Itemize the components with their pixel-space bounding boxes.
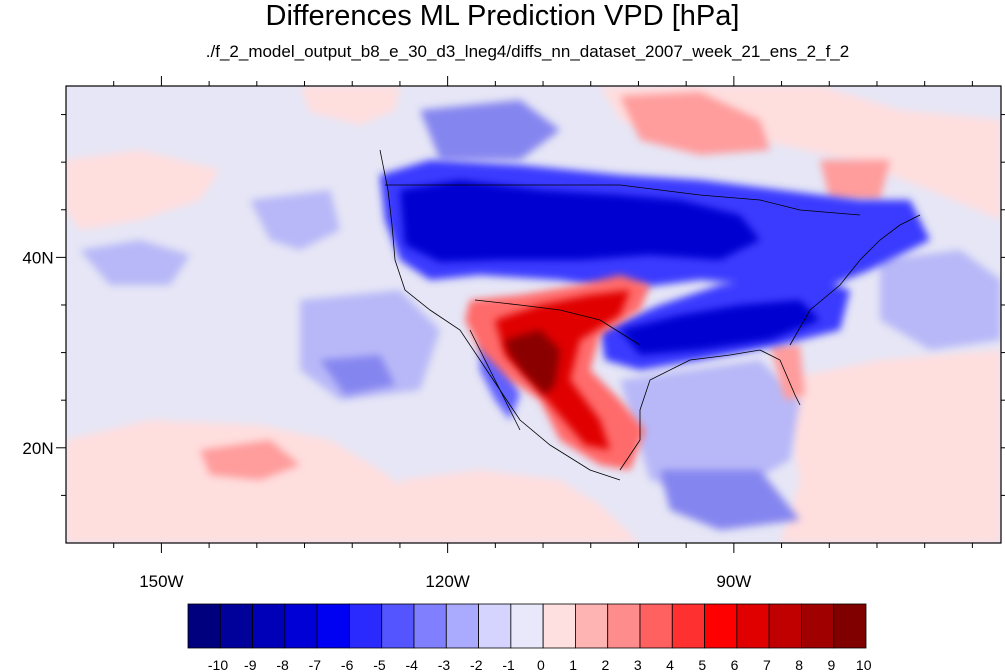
- field-layer: [66, 86, 1001, 543]
- plot-frame: [65, 85, 1002, 544]
- us-canada-border: [385, 184, 861, 216]
- colorbar-label: 7: [763, 657, 771, 672]
- pink-region-northwest: [300, 86, 400, 125]
- colorbar-label: 9: [828, 657, 836, 672]
- colorbar-label: -7: [309, 657, 322, 672]
- chart-subtitle: ./f_2_model_output_b8_e_30_d3_lneg4/diff…: [205, 42, 850, 61]
- colorbar-label: -6: [341, 657, 354, 672]
- colorbar-label: 1: [569, 657, 577, 672]
- blue-core-north: [400, 180, 760, 262]
- colorbar-label: -1: [502, 657, 515, 672]
- colorbar-swatch: [219, 603, 253, 649]
- atlantic-coastline: [789, 214, 921, 346]
- colorbar-label: -4: [405, 657, 418, 672]
- lon-tick-label: 90W: [716, 572, 751, 591]
- blue-region-caribbean: [660, 470, 800, 530]
- colorbar-label: 2: [602, 657, 610, 672]
- colorbar-swatch: [478, 603, 512, 649]
- colorbar-label: 5: [698, 657, 706, 672]
- pink-region-southwest-strong: [200, 440, 300, 480]
- colorbar-swatch: [445, 603, 479, 649]
- baja-coastline: [469, 329, 521, 431]
- blue-region-pacific-2: [80, 240, 190, 285]
- pink-region-southeast: [780, 350, 1001, 543]
- blue-region-pacific-1: [250, 190, 340, 250]
- pink-region-west: [66, 150, 220, 230]
- colorbar-label: 4: [666, 657, 674, 672]
- colorbar-label: 10: [856, 657, 872, 672]
- colorbar-label: 3: [634, 657, 642, 672]
- pink-region-northeast-strong: [620, 92, 770, 155]
- colorbar-swatch: [510, 603, 544, 649]
- red-max-southwest: [505, 330, 560, 395]
- colorbar-swatch: [381, 603, 415, 649]
- blue-region-atlantic: [880, 250, 1001, 350]
- axis-ticks: 150W 120W 90W 40N 20N: [22, 76, 1005, 591]
- colorbar-label: -8: [276, 657, 289, 672]
- colorbar-swatch: [252, 603, 286, 649]
- colorbar-swatch: [607, 603, 641, 649]
- colorbar-label: 0: [537, 657, 545, 672]
- colorbar: -10 -9 -8 -7 -6 -5 -4 -3 -2 -1 0 1 2 3 4 5 6 7 8 9 10: [187, 603, 872, 672]
- colorbar-swatch: [768, 603, 802, 649]
- lat-tick-label: 40N: [22, 248, 53, 267]
- colorbar-swatch: [671, 603, 705, 649]
- colorbar-swatch: [833, 603, 867, 649]
- blue-region-pacific-strong: [320, 355, 395, 395]
- colorbar-label: -5: [373, 657, 386, 672]
- colorbar-label: 6: [731, 657, 739, 672]
- colorbar-swatch: [704, 603, 738, 649]
- colorbar-label: -2: [470, 657, 483, 672]
- colorbar-label: -9: [244, 657, 257, 672]
- colorbar-label: -3: [438, 657, 451, 672]
- lon-tick-label: 120W: [425, 572, 469, 591]
- lon-tick-label: 150W: [139, 572, 183, 591]
- colorbar-swatch: [316, 603, 350, 649]
- colorbar-swatch: [639, 603, 673, 649]
- blue-core-south: [620, 300, 820, 355]
- colorbar-swatch: [736, 603, 770, 649]
- red-core-southwest: [495, 290, 630, 450]
- colorbar-label: -10: [208, 657, 228, 672]
- lat-tick-label: 20N: [22, 439, 53, 458]
- colorbar-swatch: [801, 603, 835, 649]
- gulf-coastline: [619, 349, 801, 471]
- us-mexico-border: [474, 299, 641, 346]
- colorbar-swatch: [542, 603, 576, 649]
- colorbar-swatch: [284, 603, 318, 649]
- pacific-coastline: [379, 149, 621, 481]
- pink-region-far-northeast: [820, 160, 890, 200]
- blue-region-gulf: [620, 360, 800, 500]
- coastline-layer: [379, 149, 921, 481]
- colorbar-swatch: [349, 603, 383, 649]
- chart-title: Differences ML Prediction VPD [hPa]: [265, 0, 740, 32]
- pink-region-south: [400, 470, 640, 543]
- colorbar-swatch: [413, 603, 447, 649]
- blue-region-north: [420, 100, 560, 160]
- pink-region-florida: [770, 345, 805, 400]
- colorbar-swatch: [187, 603, 221, 649]
- colorbar-swatch: [575, 603, 609, 649]
- colorbar-label: 8: [795, 657, 803, 672]
